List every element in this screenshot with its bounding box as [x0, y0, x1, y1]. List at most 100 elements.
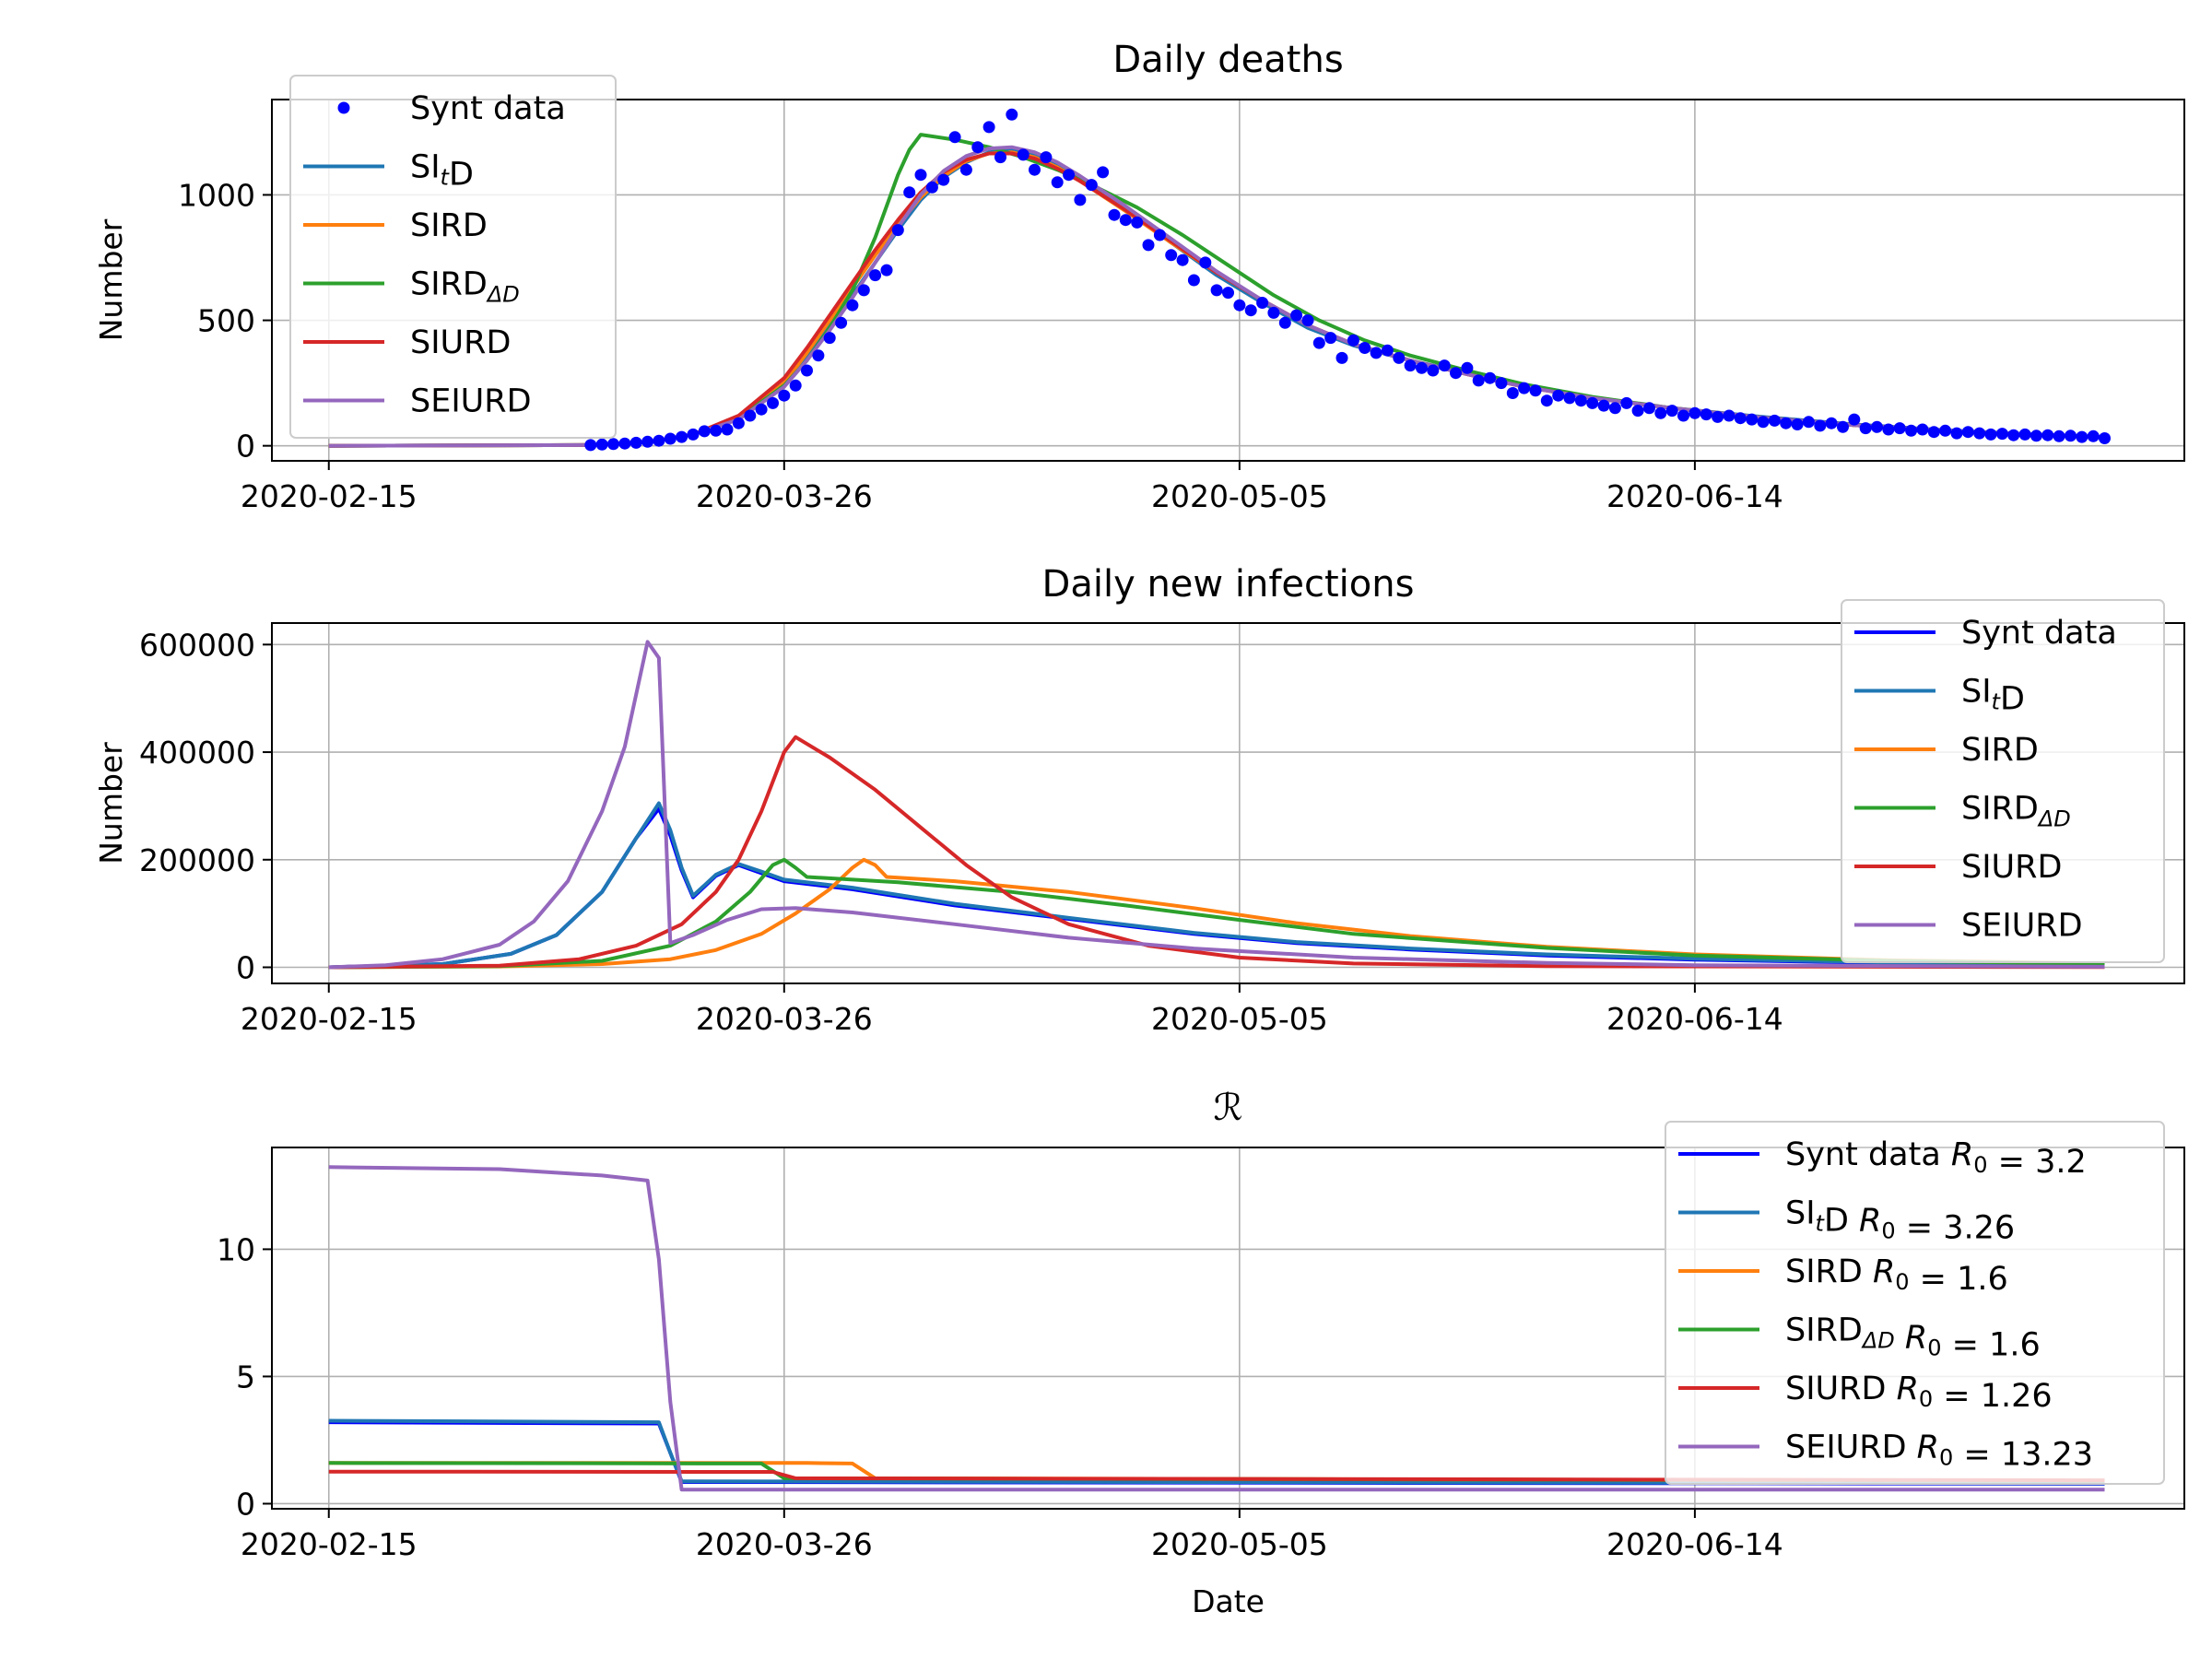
- data-point: [1324, 332, 1337, 345]
- legend-item: SItD: [303, 149, 474, 194]
- x-tick-label: 2020-05-05: [1151, 1526, 1328, 1562]
- x-axis-label: Date: [1192, 1583, 1265, 1619]
- legend-item: SIRDΔD R0 = 1.6: [1678, 1312, 2041, 1364]
- chart-title: ℛ: [1214, 1087, 1243, 1129]
- x-tick-label: 2020-05-05: [1151, 1001, 1328, 1037]
- data-point: [1097, 166, 1110, 179]
- y-tick-label: 1000: [178, 177, 255, 213]
- data-point: [1916, 423, 1929, 436]
- x-tick-label: 2020-02-15: [241, 1001, 418, 1037]
- legend-item: SItD: [1854, 674, 2025, 718]
- series-lines: [328, 1165, 2105, 1492]
- data-point: [1961, 426, 1974, 439]
- data-point: [1905, 424, 1918, 437]
- data-point: [1256, 297, 1269, 309]
- data-point: [2018, 428, 2031, 441]
- series-line: [328, 640, 2105, 970]
- ticks: 2020-02-15 2020-03-26 2020-05-05 2020-06-14…: [139, 627, 1783, 1037]
- data-point: [1142, 239, 1155, 252]
- legend-item: SIRDΔD: [303, 266, 520, 308]
- legend: Synt data SItD SIRD SIRDΔD SIURD SEIURD: [1841, 599, 2165, 963]
- data-point: [1461, 361, 1474, 374]
- data-point: [1586, 396, 1599, 409]
- legend-label: SIRD: [410, 207, 488, 244]
- data-point: [789, 379, 802, 392]
- legend-item: Synt data R0 = 3.2: [1678, 1136, 2087, 1181]
- data-point: [1837, 420, 1849, 433]
- x-tick-label: 2020-03-26: [696, 1001, 873, 1037]
- data-point: [1085, 179, 1098, 192]
- data-point: [857, 284, 870, 297]
- legend-item: Synt data: [337, 90, 566, 127]
- axes-frame: [271, 99, 2185, 462]
- data-point: [1552, 389, 1565, 402]
- data-point: [994, 151, 1006, 164]
- data-point: [1814, 419, 1827, 432]
- data-point: [2099, 432, 2111, 444]
- chart-title: Daily deaths: [1112, 39, 1343, 81]
- scatter-points: [584, 108, 2111, 452]
- series-line: [328, 1165, 2105, 1492]
- legend-label: SIRDΔD R0 = 1.6: [1785, 1312, 2041, 1364]
- series-line: [328, 1418, 2105, 1486]
- y-tick-label: 0: [236, 429, 255, 465]
- data-point: [755, 403, 768, 416]
- x-tick-label: 2020-06-14: [1606, 478, 1783, 514]
- y-tick-label: 500: [197, 303, 255, 339]
- data-point: [891, 224, 904, 237]
- data-point: [1597, 399, 1610, 412]
- data-point: [1301, 314, 1314, 327]
- legend: Synt data R0 = 3.2 SItD R0 = 3.26 SIRD R0 …: [1665, 1121, 2165, 1485]
- data-point: [937, 173, 950, 186]
- data-point: [1472, 374, 1485, 387]
- data-point: [607, 438, 619, 451]
- data-point: [1563, 392, 1576, 405]
- data-point: [698, 425, 711, 438]
- data-point: [1950, 427, 1963, 440]
- data-point: [584, 439, 597, 452]
- axes-frame: [271, 622, 2185, 984]
- data-point: [1063, 169, 1076, 182]
- y-tick-label: 0: [236, 949, 255, 985]
- data-point: [1780, 417, 1793, 429]
- data-point: [1631, 405, 1644, 418]
- data-point: [1267, 306, 1280, 319]
- y-axis-label: Number: [93, 218, 129, 341]
- data-point: [925, 181, 938, 194]
- data-point: [1882, 423, 1895, 436]
- series-line: [328, 857, 2105, 970]
- data-point: [2087, 429, 2100, 442]
- data-point: [1757, 416, 1770, 429]
- legend-label: Synt data: [1961, 615, 2117, 652]
- data-point: [846, 299, 859, 312]
- legend-box: [1665, 1121, 2165, 1485]
- data-point: [835, 316, 848, 329]
- legend-item: SIRD R0 = 1.6: [1678, 1253, 2008, 1298]
- legend-label: SEIURD: [1961, 908, 2083, 945]
- ticks: 2020-02-15 2020-03-26 2020-05-05 2020-06-14…: [217, 1231, 1783, 1562]
- data-point: [1074, 194, 1087, 206]
- data-point: [1404, 359, 1417, 372]
- legend-item: SIRD: [1854, 732, 2039, 769]
- y-tick-label: 400000: [139, 735, 255, 771]
- data-point: [1370, 347, 1382, 359]
- y-tick-label: 200000: [139, 842, 255, 878]
- chart-reproduction-number: 2020-02-15 2020-03-26 2020-05-05 2020-06-14…: [217, 1087, 2185, 1619]
- ticks: 2020-02-15 2020-03-26 2020-05-05 2020-06-14…: [178, 177, 1783, 514]
- data-point: [1495, 377, 1508, 390]
- data-point: [1540, 394, 1553, 407]
- data-point: [1233, 299, 1246, 312]
- data-point: [1688, 406, 1701, 419]
- data-point: [869, 269, 882, 282]
- data-point: [903, 186, 916, 199]
- data-point: [1176, 253, 1189, 266]
- legend-item: SIRDΔD: [1854, 791, 2071, 832]
- y-tick-label: 0: [236, 1486, 255, 1522]
- y-tick-label: 600000: [139, 627, 255, 663]
- x-tick-label: 2020-03-26: [696, 478, 873, 514]
- legend-label: SIRDΔD: [1961, 791, 2071, 832]
- data-point: [1665, 405, 1678, 418]
- data-point: [1312, 336, 1325, 349]
- data-point: [1199, 256, 1212, 269]
